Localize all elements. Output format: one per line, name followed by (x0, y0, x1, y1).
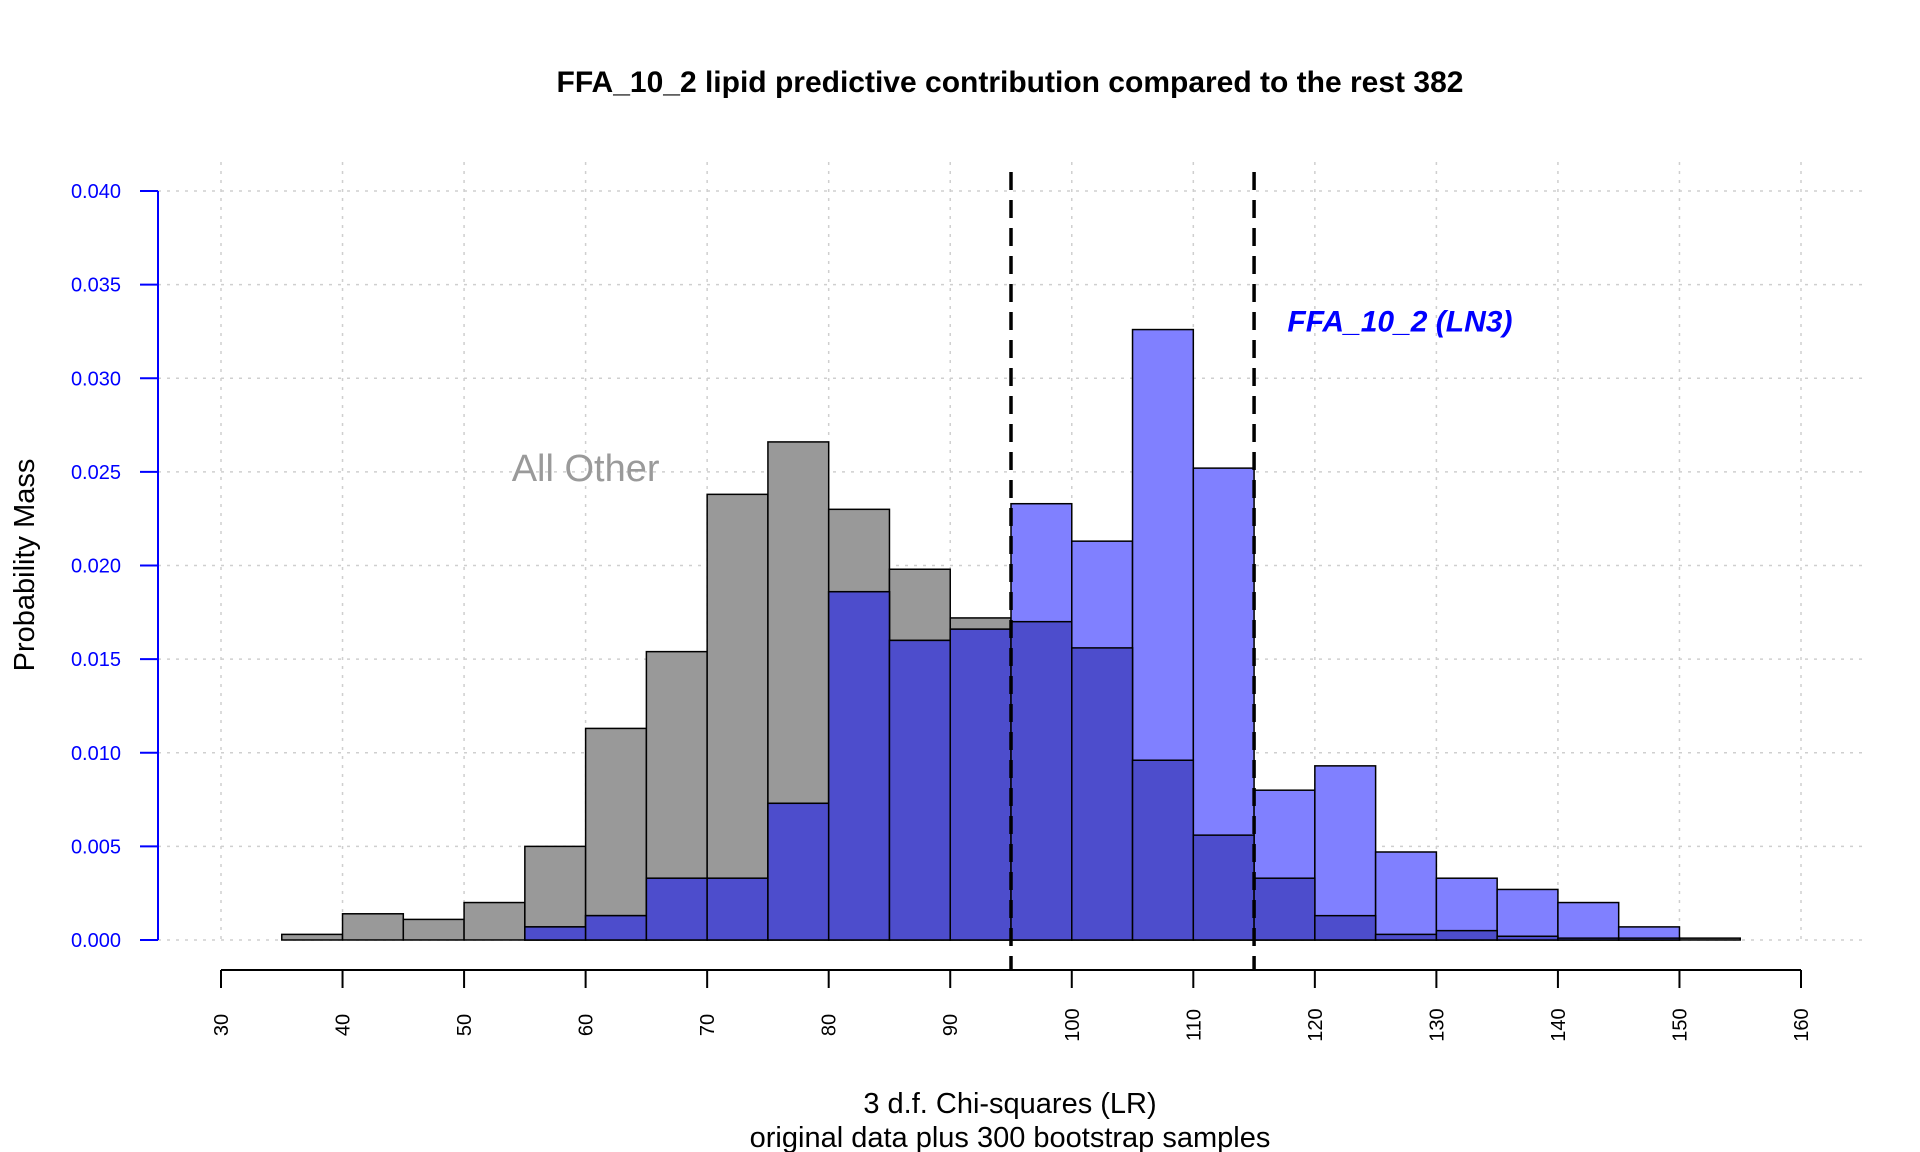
y-tick-label: 0.005 (71, 836, 121, 858)
annotation-ffa-10-2: FFA_10_2 (LN3) (1287, 305, 1512, 338)
bar-overlap (767, 802, 830, 941)
y-tick-label: 0.035 (71, 275, 121, 297)
x-axis-label: 3 d.f. Chi-squares (LR) (863, 1088, 1156, 1120)
x-tick-label: 80 (819, 1014, 841, 1036)
y-tick-label: 0.040 (71, 181, 121, 203)
x-tick-label: 120 (1305, 1008, 1327, 1041)
bar-overlap (524, 926, 587, 941)
x-tick-label: 130 (1426, 1008, 1448, 1041)
overlap-bars (524, 590, 1681, 941)
y-tick-label: 0.020 (71, 556, 121, 578)
bar-all-other (1678, 937, 1741, 941)
bar-overlap (1617, 937, 1681, 941)
reference-lines (1009, 172, 1256, 970)
y-tick-label: 0.010 (71, 743, 121, 765)
chart-title: FFA_10_2 lipid predictive contribution c… (557, 66, 1464, 99)
y-tick-label: 0.030 (71, 368, 121, 390)
bar-all-other (524, 845, 587, 941)
bar-ffa-10-2 (1557, 901, 1620, 941)
bar-overlap (1314, 914, 1377, 941)
bar-overlap (1071, 647, 1134, 941)
axes: 0.000 0.005 0.010 0.015 0.020 0.025 0.030 0.035… (71, 181, 1813, 1042)
x-tick-label: 140 (1548, 1008, 1570, 1041)
bar-overlap (1435, 929, 1498, 941)
x-tick-label: 100 (1062, 1008, 1084, 1041)
x-tick-label: 30 (211, 1014, 233, 1036)
x-tick-label: 40 (333, 1014, 355, 1036)
y-axis-label: Probability Mass (9, 459, 41, 672)
bar-overlap (645, 877, 708, 941)
bar-all-other (463, 901, 526, 941)
x-axis-sublabel: original data plus 300 bootstrap samples (750, 1122, 1271, 1152)
x-tick-label: 50 (454, 1014, 476, 1036)
bar-overlap (584, 914, 648, 941)
bar-overlap (827, 590, 891, 941)
bar-overlap (949, 628, 1012, 941)
bar-all-other (281, 933, 344, 941)
bar-ffa-10-2 (1314, 765, 1377, 941)
x-tick-label: 160 (1791, 1008, 1813, 1041)
x-tick-label: 70 (697, 1014, 719, 1036)
bar-ffa-10-2 (1374, 851, 1438, 941)
bar-all-other (402, 918, 465, 941)
bar-overlap (1010, 620, 1073, 941)
x-tick-label: 60 (576, 1014, 598, 1036)
bar-overlap (1192, 834, 1255, 941)
x-tick-label: 150 (1669, 1008, 1691, 1041)
bar-all-other (341, 913, 405, 941)
bar-overlap (888, 639, 951, 941)
annotation-all-other: All Other (512, 448, 660, 490)
bar-overlap (1557, 937, 1620, 941)
x-tick-label: 110 (1183, 1009, 1205, 1041)
bar-all-other (706, 493, 769, 941)
bar-overlap (1374, 933, 1438, 941)
y-tick-label: 0.025 (71, 462, 121, 484)
x-tick-label: 90 (940, 1014, 962, 1036)
y-tick-label: 0.015 (71, 649, 121, 671)
bar-overlap (1253, 877, 1316, 941)
bar-all-other (584, 727, 648, 941)
bar-overlap (1131, 759, 1195, 941)
bar-ffa-10-2 (1435, 877, 1498, 941)
bar-overlap (706, 877, 769, 941)
bar-overlap (1496, 935, 1559, 941)
bar-ffa-10-2 (1496, 888, 1559, 941)
y-tick-label: 0.000 (71, 930, 121, 952)
